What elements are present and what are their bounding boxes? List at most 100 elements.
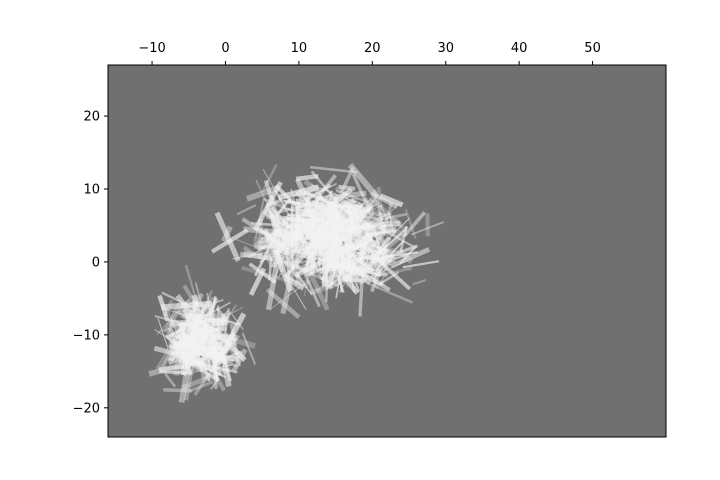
- chart-mark-383: [362, 235, 394, 263]
- chart-mark-466: [342, 260, 391, 292]
- chart-mark-517: [332, 203, 352, 254]
- chart-mark-479: [302, 207, 319, 214]
- chart-mark-460: [248, 267, 267, 296]
- chart-mark-387: [380, 224, 392, 231]
- chart-mark-689: [184, 298, 197, 313]
- chart-mark-352: [284, 213, 290, 229]
- chart-mark-518: [300, 216, 333, 225]
- chart-mark-423: [359, 229, 374, 242]
- chart-mark-494: [308, 273, 330, 311]
- chart-mark-122: [377, 271, 400, 286]
- x-tick-label: 40: [511, 41, 528, 56]
- chart-mark-171: [351, 172, 372, 213]
- chart-mark-312: [282, 273, 309, 289]
- chart-mark-480: [335, 189, 368, 203]
- chart-mark-561: [175, 294, 199, 324]
- chart-mark-680: [179, 309, 228, 338]
- chart-mark-237: [301, 267, 321, 308]
- chart-mark-268: [381, 201, 394, 232]
- chart-mark-119: [245, 185, 280, 202]
- chart-mark-581: [223, 308, 231, 338]
- chart-mark-397: [379, 193, 404, 208]
- chart-mark-134: [261, 164, 278, 193]
- chart-mark-349: [303, 179, 320, 194]
- chart-mark-288: [404, 209, 417, 239]
- chart-mark-434: [367, 243, 376, 262]
- y-tick-label: −10: [73, 328, 100, 343]
- chart-mark-177: [236, 204, 257, 216]
- chart-mark-126: [235, 238, 260, 250]
- chart-mark-538: [158, 364, 190, 371]
- chart-mark-670: [216, 305, 221, 358]
- chart-mark-323: [291, 285, 307, 310]
- chart-mark-421: [263, 229, 281, 245]
- chart-mark-394: [380, 252, 411, 266]
- chart-mark-493: [265, 261, 280, 311]
- chart-mark-258: [373, 217, 399, 227]
- chart-mark-730: [215, 354, 239, 362]
- chart-mark-286: [270, 283, 306, 310]
- chart-mark-738: [175, 326, 212, 339]
- chart-mark-380: [369, 195, 406, 231]
- chart-mark-358: [296, 265, 308, 275]
- chart-mark-486: [309, 165, 358, 174]
- chart-mark-648: [190, 358, 211, 371]
- chart-mark-445: [252, 180, 283, 232]
- chart-mark-502: [324, 197, 341, 224]
- chart-mark-109: [410, 221, 444, 236]
- chart-mark-385: [363, 267, 413, 280]
- chart-mark-443: [342, 210, 376, 250]
- chart-mark-473: [242, 245, 257, 257]
- plot-background: [108, 65, 666, 437]
- y-axis: −20 −10 0 10 20: [73, 110, 108, 416]
- chart-mark-720: [184, 351, 197, 401]
- chart-mark-495: [358, 249, 379, 260]
- chart-mark-475: [297, 204, 331, 219]
- chart-mark-725: [168, 319, 196, 339]
- chart-mark-710: [211, 306, 244, 324]
- chart-mark-512: [326, 218, 344, 261]
- chart-mark-36: [338, 184, 356, 191]
- chart-mark-156: [280, 255, 301, 280]
- chart-mark-326: [214, 211, 241, 262]
- chart-mark-595: [163, 387, 192, 393]
- chart-mark-203: [347, 162, 380, 199]
- chart-mark-169: [370, 244, 418, 265]
- chart-mark-514: [331, 218, 342, 244]
- chart-mark-348: [375, 241, 404, 271]
- chart-mark-455: [306, 252, 356, 277]
- y-tick-label: −20: [73, 401, 100, 416]
- chart-mark-420: [290, 192, 337, 212]
- chart-mark-729: [185, 334, 195, 348]
- chart-mark-735: [197, 333, 209, 348]
- chart-mark-497: [412, 278, 427, 286]
- chart-mark-413: [272, 236, 284, 273]
- chart-mark-701: [211, 299, 224, 305]
- chart-mark-650: [157, 317, 169, 349]
- chart-mark-336: [372, 254, 395, 280]
- chart-mark-732: [179, 358, 234, 364]
- chart-mark-115: [390, 247, 431, 269]
- chart-mark-504: [340, 254, 347, 280]
- chart-mark-321: [255, 180, 274, 216]
- chart-mark-703: [196, 364, 233, 373]
- chart-mark-290: [402, 260, 440, 269]
- chart-mark-658: [241, 332, 257, 365]
- chart-mark-623: [161, 300, 213, 311]
- chart-mark-523: [188, 380, 214, 393]
- chart-mark-666: [220, 313, 227, 332]
- chart-mark-431: [344, 256, 365, 273]
- chart-mark-374: [350, 203, 377, 252]
- chart-mark-344: [290, 214, 294, 270]
- chart-mark-233: [388, 213, 395, 235]
- chart-mark-739: [175, 348, 190, 359]
- chart-mark-281: [303, 252, 313, 273]
- chart-mark-427: [256, 242, 290, 250]
- chart-mark-464: [290, 204, 294, 218]
- x-tick-label: 10: [291, 41, 308, 56]
- chart-mark-488: [362, 254, 384, 278]
- chart-mark-426: [277, 188, 300, 211]
- chart-mark-734: [154, 315, 204, 331]
- x-tick-label: 30: [437, 41, 454, 56]
